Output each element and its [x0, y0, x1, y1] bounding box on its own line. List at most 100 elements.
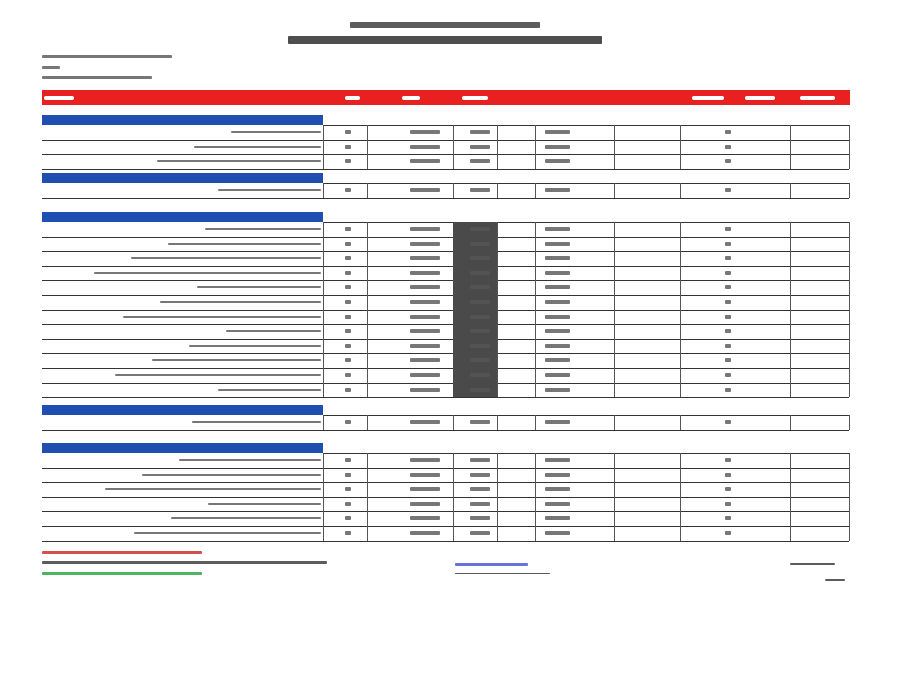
cell-value	[725, 300, 731, 304]
section-header	[42, 212, 323, 222]
cell-value	[470, 458, 490, 462]
row-label	[123, 315, 321, 318]
row-label	[168, 242, 321, 245]
cell-value	[545, 458, 570, 462]
cell-value	[470, 358, 490, 363]
row-label	[160, 301, 321, 303]
cell-value	[345, 144, 351, 149]
table-row	[42, 295, 850, 311]
cell-value	[470, 531, 490, 535]
row-label	[134, 532, 321, 534]
section-header	[42, 443, 323, 453]
row-label	[152, 359, 321, 362]
table-row	[42, 511, 850, 527]
table-row	[42, 265, 850, 282]
cell-value	[470, 300, 490, 304]
table-row	[42, 496, 850, 513]
cell-value	[470, 329, 490, 334]
row-label	[131, 257, 321, 260]
cell-value	[545, 159, 570, 164]
row-label	[171, 517, 321, 520]
cell-value	[725, 270, 731, 275]
cell-value	[545, 487, 570, 492]
cell-value	[345, 531, 351, 535]
header-label	[692, 96, 724, 100]
cell-value	[410, 188, 440, 192]
cell-value	[725, 420, 731, 424]
cell-value	[545, 387, 570, 392]
cell-value	[410, 241, 440, 246]
table-row	[42, 368, 850, 384]
row-label	[218, 388, 321, 391]
cell-value	[545, 531, 570, 535]
cell-value	[545, 343, 570, 348]
cell-value	[470, 314, 490, 319]
row-label	[189, 344, 321, 347]
cell-value	[410, 373, 440, 377]
cell-value	[410, 285, 440, 290]
header-label	[745, 96, 775, 100]
header-label	[345, 96, 360, 100]
cell-value	[410, 144, 440, 149]
cell-value	[345, 458, 351, 462]
cell-value	[725, 144, 731, 149]
cell-value	[725, 256, 731, 261]
cell-value	[725, 343, 731, 348]
cell-value	[545, 241, 570, 246]
cell-value	[345, 241, 351, 246]
row-label	[179, 459, 321, 461]
table-row	[42, 415, 850, 431]
cell-value	[410, 314, 440, 319]
cell-value	[410, 130, 440, 134]
cell-value	[470, 227, 490, 231]
cell-value	[470, 270, 490, 275]
cell-value	[345, 387, 351, 392]
table-row	[42, 251, 850, 267]
row-label	[208, 502, 321, 505]
row-label	[231, 131, 321, 133]
cell-value	[725, 358, 731, 363]
cell-value	[470, 387, 490, 392]
cell-value	[725, 531, 731, 535]
header-label	[44, 96, 74, 100]
section-header	[42, 405, 323, 415]
row-label	[105, 488, 321, 491]
cell-value	[725, 373, 731, 377]
cell-value	[545, 256, 570, 261]
table-row	[42, 154, 850, 170]
cell-value	[410, 531, 440, 535]
cell-value	[410, 516, 440, 521]
row-label	[218, 189, 321, 191]
cell-value	[545, 130, 570, 134]
row-label	[205, 228, 321, 230]
cell-value	[545, 270, 570, 275]
cell-value	[470, 159, 490, 164]
table-row	[42, 467, 850, 484]
cell-value	[545, 373, 570, 377]
cell-value	[545, 227, 570, 231]
cell-value	[545, 420, 570, 424]
cell-value	[545, 516, 570, 521]
cell-value	[345, 487, 351, 492]
table-row	[42, 324, 850, 340]
header-label	[402, 96, 420, 100]
cell-value	[470, 472, 490, 477]
row-label	[194, 145, 321, 148]
cell-value	[725, 130, 731, 134]
cell-value	[410, 329, 440, 334]
cell-value	[345, 188, 351, 192]
cell-value	[410, 387, 440, 392]
cell-value	[725, 487, 731, 492]
cell-value	[345, 373, 351, 377]
cell-value	[345, 472, 351, 477]
cell-value	[410, 420, 440, 424]
cell-value	[470, 188, 490, 192]
table-row	[42, 125, 850, 141]
cell-value	[725, 472, 731, 477]
table-row	[42, 382, 850, 399]
table-row	[42, 482, 850, 498]
cell-value	[545, 329, 570, 334]
row-label	[115, 374, 321, 376]
cell-value	[470, 130, 490, 134]
cell-value	[725, 516, 731, 521]
